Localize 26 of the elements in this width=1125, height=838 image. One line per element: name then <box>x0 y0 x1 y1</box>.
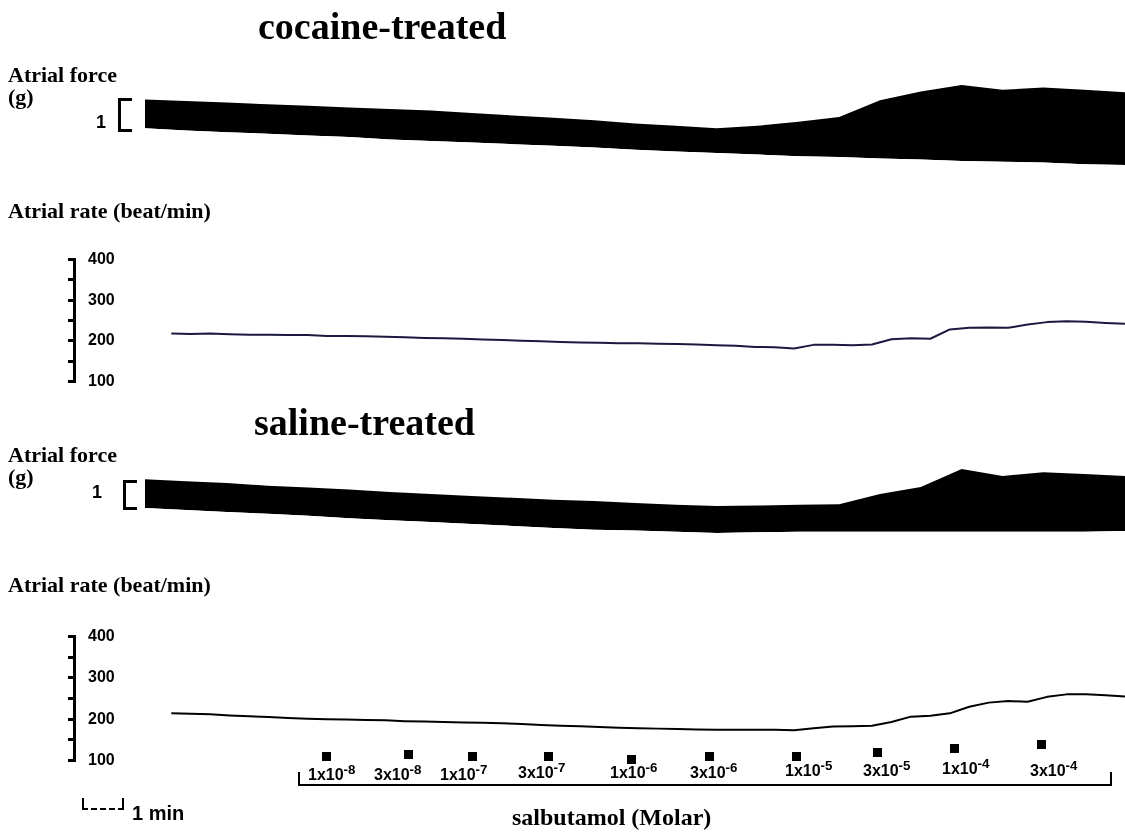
text: 1 min <box>132 802 185 825</box>
chart-title: saline-treated <box>254 400 475 444</box>
text: 1 <box>96 112 107 133</box>
y-axis-title: Atrial force (g) <box>8 62 118 109</box>
y-axis-title: Atrial rate (beat/min) <box>8 572 212 597</box>
y-tick-label: 300 <box>88 290 115 308</box>
y-tick-label: 300 <box>88 668 115 686</box>
annotation: 3x10$^{-4}$ <box>1030 758 1078 781</box>
y-tick-label: 100 <box>88 371 115 389</box>
y-tick-label: 200 <box>88 709 115 727</box>
y-tick-label: 400 <box>88 250 115 268</box>
text: 3x10$^{-8}$ <box>374 762 422 785</box>
annotation: 1x10$^{-4}$ <box>942 756 990 779</box>
annotation: 3x10$^{-6}$ <box>690 760 738 783</box>
y-tick-label: 400 <box>88 627 115 645</box>
y-tick-label: 100 <box>88 750 115 768</box>
y-axis-title: Atrial rate (beat/min) <box>8 198 212 223</box>
annotation: 1x10$^{-6}$ <box>610 760 658 783</box>
annotation: 3x10$^{-5}$ <box>863 758 911 781</box>
text: 1x10$^{-7}$ <box>440 762 488 785</box>
x-axis-title: salbutamol (Molar) <box>512 804 712 831</box>
chart-title: cocaine-treated <box>258 4 507 48</box>
text: 1x10$^{-8}$ <box>308 762 356 785</box>
y-tick-label: 200 <box>88 331 115 349</box>
annotation: 3x10$^{-7}$ <box>518 760 566 783</box>
annotation: 1x10$^{-5}$ <box>785 758 833 781</box>
